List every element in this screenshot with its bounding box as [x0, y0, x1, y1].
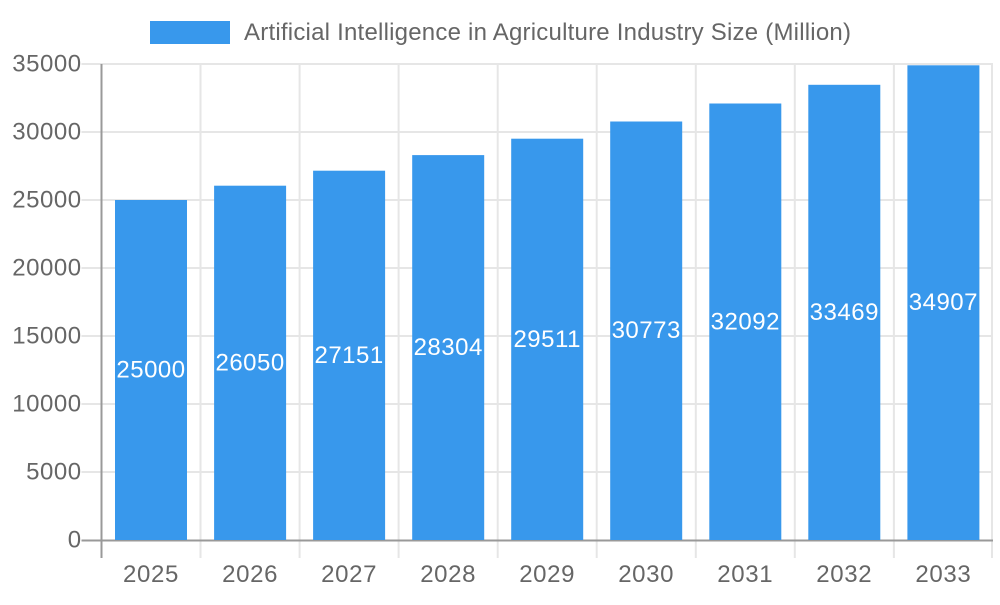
- svg-text:25000: 25000: [12, 187, 82, 214]
- svg-text:2028: 2028: [420, 561, 476, 588]
- svg-text:15000: 15000: [12, 323, 82, 350]
- svg-text:30773: 30773: [612, 317, 681, 344]
- svg-text:2033: 2033: [915, 561, 971, 588]
- svg-text:35000: 35000: [12, 51, 82, 78]
- svg-text:5000: 5000: [26, 459, 82, 486]
- svg-text:0: 0: [68, 527, 82, 554]
- svg-text:33469: 33469: [810, 299, 879, 326]
- svg-text:27151: 27151: [314, 342, 383, 369]
- svg-text:2030: 2030: [618, 561, 674, 588]
- svg-text:32092: 32092: [711, 308, 780, 335]
- svg-text:2029: 2029: [519, 561, 575, 588]
- svg-text:20000: 20000: [12, 255, 82, 282]
- svg-text:Artificial Intelligence in Agr: Artificial Intelligence in Agriculture I…: [244, 19, 851, 46]
- svg-text:2025: 2025: [123, 561, 179, 588]
- svg-text:2031: 2031: [717, 561, 773, 588]
- svg-text:28304: 28304: [414, 334, 483, 361]
- svg-text:10000: 10000: [12, 391, 82, 418]
- svg-text:29511: 29511: [513, 326, 580, 353]
- svg-text:2027: 2027: [321, 561, 377, 588]
- svg-text:30000: 30000: [12, 119, 82, 146]
- svg-text:26050: 26050: [215, 349, 284, 376]
- svg-text:2032: 2032: [816, 561, 872, 588]
- svg-text:34907: 34907: [909, 289, 978, 316]
- svg-text:2026: 2026: [222, 561, 278, 588]
- svg-text:25000: 25000: [116, 357, 185, 384]
